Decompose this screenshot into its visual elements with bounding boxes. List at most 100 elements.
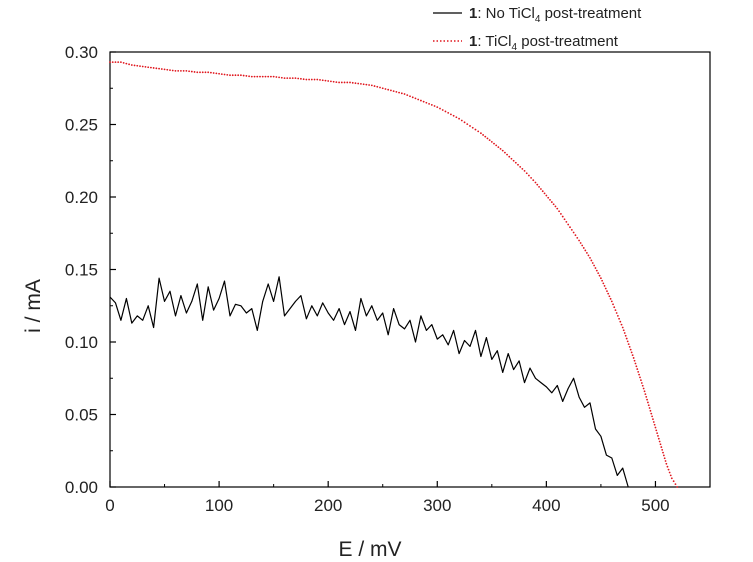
data-point <box>136 315 138 317</box>
data-point <box>428 102 430 105</box>
data-point <box>273 301 275 302</box>
data-point <box>611 457 613 459</box>
data-point <box>593 264 595 267</box>
data-point <box>595 269 598 272</box>
data-point <box>278 76 280 79</box>
data-point <box>349 81 351 84</box>
data-point <box>294 77 297 79</box>
data-point <box>442 334 444 336</box>
data-point <box>608 295 611 298</box>
data-point <box>490 141 493 143</box>
data-point <box>561 215 564 218</box>
data-point <box>344 324 345 325</box>
data-point <box>607 292 610 295</box>
data-point <box>191 301 193 302</box>
data-point <box>532 179 535 182</box>
data-point <box>160 68 163 70</box>
data-point <box>297 77 300 80</box>
data-point <box>657 435 659 437</box>
data-point <box>556 385 558 386</box>
y-tick-label: 0.30 <box>65 43 98 62</box>
data-point <box>248 75 250 78</box>
data-point <box>638 373 640 376</box>
data-point <box>404 328 405 330</box>
data-point <box>250 75 253 78</box>
data-point <box>640 379 642 382</box>
y-tick-label: 0.10 <box>65 333 98 352</box>
data-point <box>633 359 636 362</box>
y-tick-label: 0.00 <box>65 478 98 497</box>
data-point <box>600 277 602 280</box>
data-point <box>343 81 346 84</box>
series-1 <box>109 276 629 488</box>
data-point <box>518 360 520 362</box>
data-point <box>613 306 616 309</box>
data-point <box>666 465 669 468</box>
data-point <box>578 239 580 242</box>
data-point <box>616 315 619 317</box>
data-point <box>158 277 160 279</box>
data-point <box>155 67 158 70</box>
data-point <box>528 174 530 177</box>
data-point <box>453 330 455 331</box>
data-point <box>567 223 570 226</box>
data-point <box>305 78 308 81</box>
data-point <box>601 279 604 282</box>
data-point <box>300 295 302 296</box>
data-point <box>289 308 291 310</box>
data-point <box>594 267 597 269</box>
data-point <box>640 382 643 384</box>
data-point <box>466 123 469 126</box>
data-point <box>393 308 395 310</box>
data-point <box>267 283 269 285</box>
data-point <box>514 161 517 164</box>
data-point <box>415 341 416 343</box>
data-point <box>253 75 256 78</box>
series-layer <box>109 61 679 488</box>
data-point <box>278 276 280 278</box>
data-point <box>622 329 625 332</box>
data-point <box>652 418 654 421</box>
data-point <box>235 303 236 305</box>
data-point <box>417 98 420 101</box>
data-point <box>215 72 218 75</box>
data-point <box>484 135 487 138</box>
data-point <box>340 81 343 84</box>
data-point <box>618 317 620 320</box>
data-point <box>185 312 187 314</box>
data-point <box>621 326 624 329</box>
data-point <box>463 121 466 124</box>
data-point <box>212 72 215 74</box>
data-point <box>543 192 546 195</box>
data-point <box>240 74 242 77</box>
data-point <box>136 64 139 67</box>
data-point <box>458 117 460 120</box>
data-point <box>636 368 639 370</box>
data-point <box>502 372 504 373</box>
data-point <box>469 345 471 347</box>
data-point <box>338 81 340 84</box>
data-point <box>513 369 515 370</box>
data-point <box>131 322 133 324</box>
data-point <box>662 454 665 457</box>
data-point <box>525 172 528 175</box>
data-point <box>251 308 253 310</box>
data-point <box>475 330 476 331</box>
data-point <box>174 69 177 72</box>
data-point <box>589 402 591 404</box>
data-point <box>218 298 220 299</box>
data-point <box>284 315 285 317</box>
data-point <box>229 315 231 317</box>
data-point <box>634 362 637 365</box>
x-tick-label: 400 <box>532 496 560 515</box>
data-point <box>164 301 165 302</box>
data-point <box>338 308 340 310</box>
data-point <box>351 81 354 84</box>
data-point <box>169 69 171 72</box>
data-point <box>373 85 376 87</box>
x-axis: 0 100 200 300 400 500 <box>105 481 670 515</box>
y-tick-label: 0.05 <box>65 406 98 425</box>
legend-label: 1: TiCl4 post-treatment <box>469 33 619 53</box>
data-point <box>567 388 569 389</box>
data-point <box>201 71 204 74</box>
